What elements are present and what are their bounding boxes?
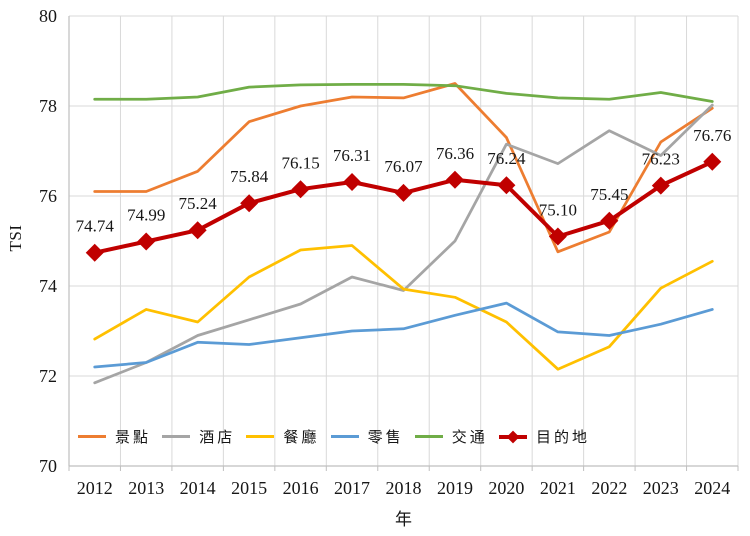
series-酒店	[93, 103, 714, 385]
series-零售	[93, 301, 714, 369]
legend-label: 景點	[115, 430, 152, 446]
transport-line-swatch-icon	[414, 435, 443, 438]
x-tick-label: 2020	[488, 478, 524, 498]
series-餐廳	[93, 244, 714, 371]
diamond-marker-icon	[240, 194, 259, 213]
data-label: 75.84	[230, 167, 269, 186]
legend-label: 零售	[367, 430, 404, 446]
axes	[68, 16, 739, 471]
y-tick-labels: 70 72 74 76 78 80	[39, 6, 57, 476]
x-tick-labels: 2012 2013 2014 2015 2016 2017 2018 2019 2020 2021…	[77, 478, 731, 498]
legend-item-hotels: 酒店	[162, 426, 235, 447]
x-axis-title: 年	[395, 510, 412, 529]
legend-label: 交通	[451, 430, 488, 446]
legend-item-retail: 零售	[330, 426, 404, 447]
data-label: 76.36	[436, 144, 474, 163]
series-目的地	[85, 152, 722, 262]
y-tick-label: 72	[39, 366, 57, 386]
legend-label: 餐廳	[283, 430, 320, 446]
y-tick-label: 80	[39, 6, 57, 26]
diamond-marker-icon	[85, 243, 104, 262]
x-tick-label: 2018	[386, 478, 422, 498]
legend-item-destination: 目的地	[498, 426, 590, 447]
destination-line-swatch-icon	[498, 430, 527, 443]
x-tick-label: 2017	[334, 478, 370, 498]
data-label: 76.15	[281, 153, 319, 172]
diamond-marker-icon	[137, 232, 156, 251]
diamond-marker-icon	[548, 227, 567, 246]
data-label: 74.74	[76, 217, 115, 236]
x-tick-label: 2021	[540, 478, 576, 498]
legend-label: 目的地	[535, 430, 590, 446]
data-label: 76.31	[333, 146, 371, 165]
data-label: 75.10	[539, 201, 577, 220]
diamond-marker-icon	[394, 183, 413, 202]
retail-line-swatch-icon	[330, 435, 359, 438]
y-axis-title: TSI	[6, 224, 25, 252]
data-label: 75.45	[590, 185, 628, 204]
data-label: 75.24	[179, 194, 218, 213]
x-tick-label: 2015	[231, 478, 267, 498]
diamond-marker-icon	[445, 170, 464, 189]
series-景點	[93, 82, 714, 254]
series-交通	[93, 83, 714, 103]
diamond-marker-icon	[506, 430, 520, 443]
y-tick-label: 74	[39, 276, 57, 296]
data-label: 76.07	[384, 157, 423, 176]
x-tick-label: 2023	[643, 478, 679, 498]
x-tick-label: 2013	[128, 478, 164, 498]
hotels-line-swatch-icon	[162, 435, 191, 438]
x-tick-label: 2019	[437, 478, 473, 498]
data-label: 76.76	[693, 126, 731, 145]
attractions-line-swatch-icon	[78, 435, 106, 438]
x-tick-label: 2012	[77, 478, 113, 498]
legend-item-transport: 交通	[414, 426, 488, 447]
restaurants-line-swatch-icon	[246, 435, 275, 438]
data-labels-目的地: 74.74 74.99 75.24 75.84 76.15 76.31 76.07 76.36…	[76, 126, 732, 236]
x-tick-label: 2022	[591, 478, 627, 498]
diamond-marker-icon	[651, 176, 670, 195]
y-tick-label: 78	[39, 96, 57, 116]
y-tick-label: 76	[39, 186, 57, 206]
data-label: 74.99	[127, 205, 165, 224]
data-label: 76.24	[487, 149, 526, 168]
diamond-marker-icon	[600, 211, 619, 230]
diamond-marker-icon	[703, 152, 722, 171]
legend-item-attractions: 景點	[78, 426, 151, 447]
diamond-marker-icon	[497, 176, 516, 195]
diamond-marker-icon	[188, 221, 207, 240]
legend: 景點 酒店 餐廳 零售 交通 目的地	[78, 426, 590, 447]
x-tick-label: 2014	[180, 478, 216, 498]
y-tick-label: 70	[39, 456, 57, 476]
data-label: 76.23	[642, 150, 680, 169]
x-tick-label: 2016	[283, 478, 319, 498]
x-tick-label: 2024	[694, 478, 730, 498]
legend-item-restaurants: 餐廳	[246, 426, 319, 447]
diamond-marker-icon	[343, 173, 362, 192]
diamond-marker-icon	[291, 180, 310, 199]
legend-label: 酒店	[199, 430, 236, 446]
